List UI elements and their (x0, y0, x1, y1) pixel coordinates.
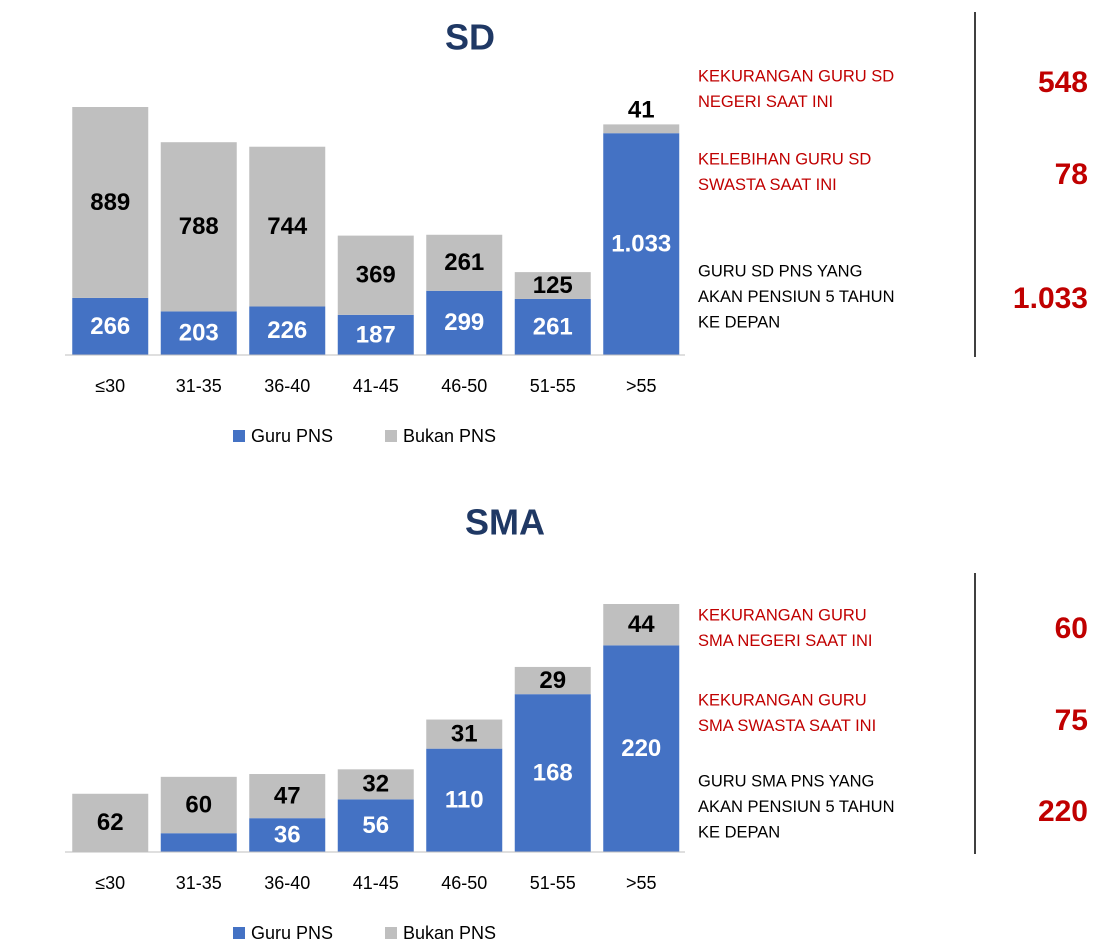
value-label: 226 (267, 317, 307, 344)
value-label: 32 (362, 771, 389, 798)
bar-segment (249, 818, 326, 852)
value-label: 31 (451, 720, 478, 747)
bar-segment (514, 694, 591, 852)
x-tick-label: 41-45 (353, 376, 399, 396)
x-tick-label: 31-35 (176, 873, 222, 893)
value-label: 36 (274, 821, 301, 848)
annotation-text: SMA SWASTA SAAT INI (698, 717, 876, 735)
annotation-value: 220 (1038, 795, 1088, 828)
value-label: 261 (533, 313, 573, 340)
value-label: 44 (628, 611, 655, 638)
bar-segment (337, 769, 414, 800)
x-tick-label: >55 (626, 873, 657, 893)
annotation-text: SMA NEGERI SAAT INI (698, 632, 873, 650)
bar-segment (337, 314, 414, 355)
bar-segment (249, 306, 326, 355)
bar-segment (72, 793, 149, 852)
value-label: 220 (621, 735, 661, 762)
value-label: 125 (533, 272, 573, 299)
bar-segment (426, 234, 503, 291)
value-label: 168 (533, 759, 573, 786)
annotation-value: 78 (1055, 158, 1088, 191)
legend-label: Guru PNS (251, 426, 333, 446)
bar-segment (514, 666, 591, 695)
value-label: 41 (628, 97, 655, 124)
value-label: 62 (97, 809, 124, 836)
value-label: 744 (267, 213, 308, 240)
legend-label: Bukan PNS (403, 426, 496, 446)
value-label: 60 (185, 791, 212, 818)
value-label: 369 (356, 262, 396, 289)
x-tick-label: 46-50 (441, 376, 487, 396)
bar-segment (426, 719, 503, 749)
x-tick-label: 31-35 (176, 376, 222, 396)
x-tick-label: ≤30 (95, 873, 125, 893)
value-label: 266 (90, 313, 130, 340)
x-tick-label: 51-55 (530, 873, 576, 893)
value-label: 56 (362, 812, 389, 839)
value-label: 1.033 (611, 230, 671, 257)
legend-swatch (233, 927, 245, 939)
chart-title: SMA (465, 502, 545, 543)
x-tick-label: ≤30 (95, 376, 125, 396)
legend-swatch (385, 927, 397, 939)
x-tick-label: 36-40 (264, 376, 310, 396)
legend-label: Guru PNS (251, 923, 333, 943)
bar-segment (337, 799, 414, 852)
bar-segment (160, 833, 237, 852)
bar-segment (72, 297, 149, 355)
bar-segment (603, 604, 680, 646)
annotation-value: 548 (1038, 66, 1088, 99)
bar-segment (249, 774, 326, 819)
annotation-text: KEKURANGAN GURU SD (698, 67, 894, 85)
value-label: 29 (539, 667, 566, 694)
value-label: 203 (179, 320, 219, 347)
bar-segment (514, 298, 591, 355)
bar-segment (160, 142, 237, 312)
bar-segment (426, 290, 503, 355)
x-tick-label: 41-45 (353, 873, 399, 893)
value-label: 187 (356, 321, 396, 348)
annotation-text: KE DEPAN (698, 823, 780, 841)
annotation-text: AKAN PENSIUN 5 TAHUN (698, 798, 895, 816)
legend-label: Bukan PNS (403, 923, 496, 943)
annotation-value: 75 (1055, 704, 1088, 737)
bar-segment (337, 235, 414, 315)
bar-segment (603, 124, 680, 134)
x-tick-label: 51-55 (530, 376, 576, 396)
x-tick-label: >55 (626, 376, 657, 396)
annotation-text: AKAN PENSIUN 5 TAHUN (698, 288, 895, 306)
value-label: 261 (444, 249, 484, 276)
x-tick-label: 36-40 (264, 873, 310, 893)
legend-swatch (233, 430, 245, 442)
x-tick-label: 46-50 (441, 873, 487, 893)
legend-swatch (385, 430, 397, 442)
bar-segment (160, 311, 237, 355)
annotation-value: 60 (1055, 612, 1088, 645)
value-label: 110 (445, 787, 484, 814)
bar-segment (514, 272, 591, 299)
value-label: 889 (90, 189, 130, 216)
annotation-text: KEKURANGAN GURU (698, 691, 867, 709)
bar-segment (426, 748, 503, 852)
value-label: 47 (274, 782, 301, 809)
value-label: 299 (444, 309, 484, 336)
chart-title: SD (445, 17, 495, 58)
annotation-value: 1.033 (1013, 282, 1088, 315)
annotation-text: GURU SMA PNS YANG (698, 772, 874, 790)
annotation-text: SWASTA SAAT INI (698, 176, 837, 194)
annotation-text: KE DEPAN (698, 313, 780, 331)
annotation-text: NEGERI SAAT INI (698, 93, 833, 111)
value-label: 788 (179, 213, 219, 240)
bar-segment (603, 133, 680, 355)
bar-segment (72, 107, 149, 298)
bar-segment (249, 146, 326, 307)
annotation-text: KELEBIHAN GURU SD (698, 150, 871, 168)
annotation-text: GURU SD PNS YANG (698, 262, 862, 280)
bar-segment (160, 776, 237, 834)
annotation-text: KEKURANGAN GURU (698, 606, 867, 624)
bar-segment (603, 645, 680, 852)
